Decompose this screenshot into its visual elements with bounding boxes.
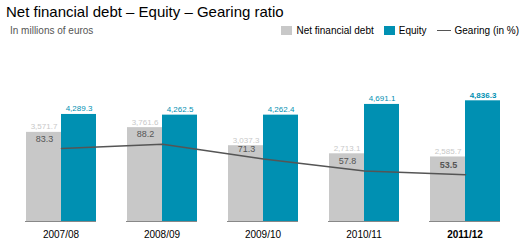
svg-text:57.8: 57.8: [339, 156, 357, 166]
html-text:Gearing (in %): Gearing (in %): [454, 24, 519, 36]
html-text:In millions of euros: In millions of euros: [10, 24, 94, 36]
svg-text:2,585.7: 2,585.7: [435, 147, 462, 156]
svg-text:2011/12: 2011/12: [447, 229, 483, 240]
svg-text:4,691.1: 4,691.1: [369, 94, 396, 103]
svg-text:2010/11: 2010/11: [346, 229, 382, 240]
svg-text:3,571.7: 3,571.7: [31, 122, 58, 131]
svg-text:4,262.5: 4,262.5: [167, 105, 194, 114]
svg-text:4,262.4: 4,262.4: [268, 105, 295, 114]
svg-text:71.3: 71.3: [238, 144, 256, 154]
svg-text:2008/09: 2008/09: [144, 229, 181, 240]
svg-text:53.5: 53.5: [440, 160, 458, 170]
html-text:Net financial debt – Equity –: Net financial debt – Equity – Gearing ra…: [6, 3, 284, 20]
svg-text:2007/08: 2007/08: [43, 229, 80, 240]
html-text:Equity: Equity: [398, 24, 427, 36]
svg-text:2,713.1: 2,713.1: [334, 144, 361, 153]
svg-text:4,836.3: 4,836.3: [470, 91, 497, 100]
svg-text:83.3: 83.3: [36, 134, 54, 144]
svg-text:3,761.6: 3,761.6: [132, 118, 159, 127]
svg-text:4,289.3: 4,289.3: [66, 104, 93, 113]
svg-text:88.2: 88.2: [137, 129, 155, 139]
svg-text:3,037.3: 3,037.3: [233, 136, 260, 145]
svg-text:2009/10: 2009/10: [245, 229, 282, 240]
html-text:Net financial debt: Net financial debt: [296, 24, 374, 36]
